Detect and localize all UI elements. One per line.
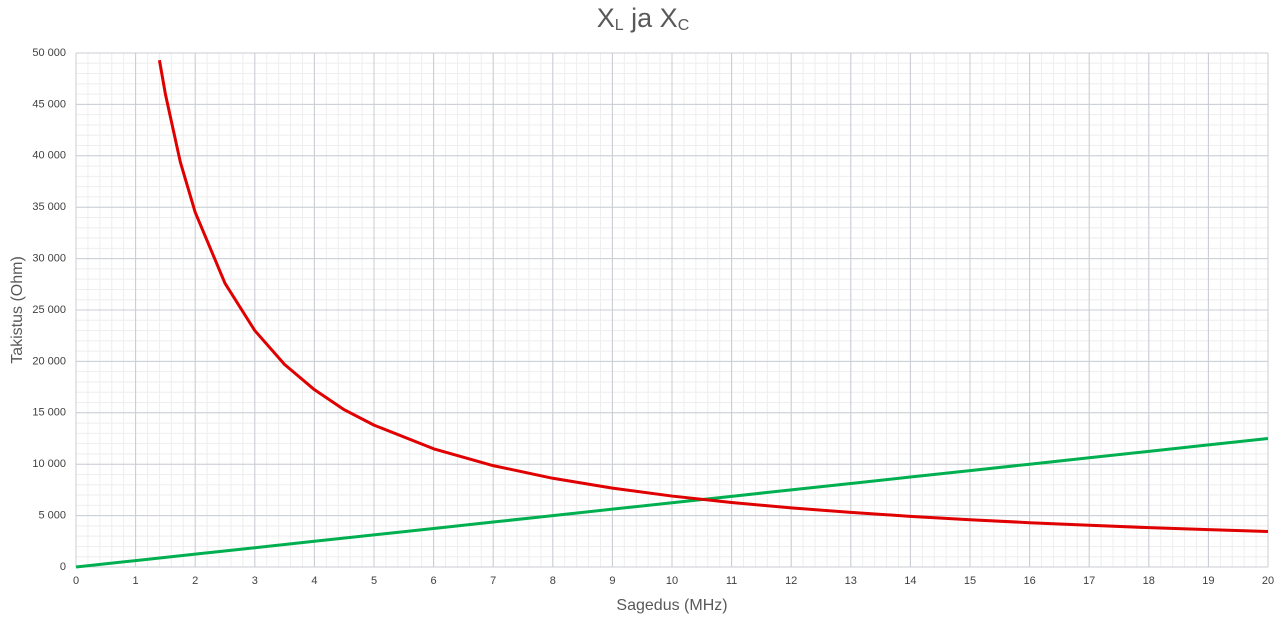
x-tick-label: 11 — [726, 575, 737, 587]
x-tick-label: 19 — [1202, 575, 1214, 587]
x-tick-label: 20 — [1262, 575, 1274, 587]
x-tick-label: 16 — [1023, 575, 1035, 587]
x-tick-label: 6 — [431, 575, 437, 587]
x-axis-label: Sagedus (MHz) — [616, 597, 727, 614]
title-text: ja X — [624, 3, 678, 33]
y-tick-label: 0 — [60, 561, 66, 573]
y-tick-label: 40 000 — [32, 150, 66, 162]
y-tick-label: 10 000 — [32, 458, 66, 470]
y-tick-label: 5 000 — [38, 510, 66, 522]
series-line — [157, 59, 1269, 534]
x-tick-label: 14 — [904, 575, 916, 587]
x-tick-label: 4 — [311, 575, 317, 587]
y-tick-label: 20 000 — [32, 355, 66, 367]
title-text: X — [597, 3, 615, 33]
x-tick-label: 17 — [1083, 575, 1095, 587]
x-tick-label: 2 — [192, 575, 198, 587]
chart-title: XL ja XC — [597, 3, 690, 34]
x-tick-label: 12 — [785, 575, 797, 587]
y-tick-label: 50 000 — [32, 47, 66, 59]
x-tick-label: 9 — [609, 575, 615, 587]
series-line — [75, 437, 1269, 569]
x-tick-label: 8 — [550, 575, 556, 587]
title-subscript: L — [615, 17, 624, 34]
x-tick-label: 1 — [133, 575, 139, 587]
x-tick-label: 13 — [845, 575, 857, 587]
y-tick-label: 35 000 — [32, 201, 66, 213]
x-tick-label: 18 — [1143, 575, 1155, 587]
title-subscript: C — [678, 17, 690, 34]
y-tick-label: 15 000 — [32, 407, 66, 419]
x-tick-label: 0 — [73, 575, 79, 587]
y-tick-label: 45 000 — [32, 98, 66, 110]
x-tick-label: 5 — [371, 575, 377, 587]
x-tick-label: 10 — [666, 575, 678, 587]
x-tick-label: 3 — [252, 575, 258, 587]
y-tick-label: 25 000 — [32, 304, 66, 316]
y-tick-label: 30 000 — [32, 253, 66, 265]
x-tick-label: 15 — [964, 575, 976, 587]
x-tick-label: 7 — [490, 575, 496, 587]
y-axis-label: Takistus (Ohm) — [9, 256, 26, 364]
